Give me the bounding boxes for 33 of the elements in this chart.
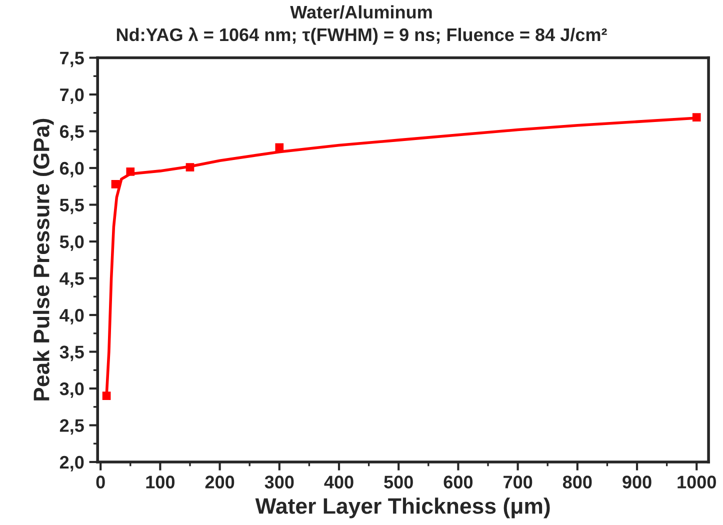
y-tick-label: 5,0 [60,235,84,251]
y-tick-label: 2,5 [60,419,84,435]
y-tick-label: 4,5 [60,272,84,288]
y-tick-label: 7,0 [60,88,84,104]
x-tick-label: 100 [146,476,175,488]
point [186,163,194,172]
chart-subtitle: Nd:YAG λ = 1064 nm; τ(FWHM) = 9 ns; Fluence = 84 J/cm² [116,27,607,45]
point [126,168,135,176]
x-tick-label: 700 [504,476,532,488]
x-tick-label: 300 [264,476,294,488]
x-tick-label: 800 [562,476,592,488]
y-tick-label: 6,5 [60,125,84,141]
x-axis-title: Water Layer Thickness (μm) [255,498,550,518]
y-tick-label: 3,5 [60,346,84,362]
x-tick-label: 200 [205,476,234,488]
x-tick-label: 0 [96,476,105,488]
y-tick-label: 3,0 [60,382,84,398]
y-tick-label: 6,0 [60,162,84,178]
point [275,143,284,152]
y-axis-title: Peak Pulse Pressure (GPa) [33,118,54,400]
y-tick-label: 4,0 [60,308,84,324]
point [102,392,111,400]
y-tick-label: 2,0 [60,456,84,472]
y-tick-label: 5,5 [60,198,84,214]
x-tick-label: 900 [622,476,652,488]
x-tick-label: 600 [444,476,473,488]
x-tick-label: 1000 [678,476,716,488]
point [111,180,120,188]
point [692,113,701,122]
chart-title: Water/Aluminum [290,5,432,19]
x-tick-label: 500 [384,476,413,488]
x-tick-label: 400 [324,476,354,488]
y-tick-label: 7,5 [60,52,84,68]
